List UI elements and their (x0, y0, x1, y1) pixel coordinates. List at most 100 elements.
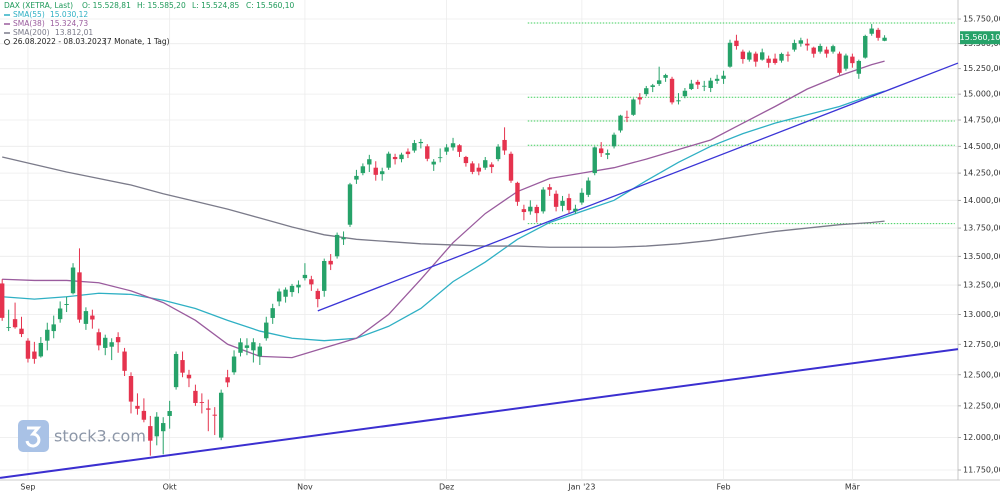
plot: 15.560,10 (0, 22, 1000, 479)
sma-line (2, 60, 885, 359)
candle-body (431, 161, 436, 165)
candle-body (128, 376, 134, 402)
y-tick-label: 13.250,000 (963, 281, 1000, 290)
candle-body (534, 206, 539, 214)
candle-body (6, 327, 11, 328)
price-tag-label: 15.560,10 (960, 33, 1000, 42)
y-tick-label: 15.000,000 (963, 90, 1000, 99)
candle-body (805, 43, 810, 46)
legend-label: SMA(38) (13, 19, 45, 28)
candle-body (12, 319, 18, 328)
x-tick-label: Jan '23 (567, 483, 595, 492)
candle-body (38, 342, 44, 357)
y-tick-label: 12.750,000 (963, 340, 1000, 349)
candle-body (225, 377, 230, 383)
candle-body (392, 156, 398, 160)
candle-body (541, 189, 546, 212)
candle-body (611, 134, 617, 147)
candle-body (334, 234, 340, 257)
x-tick-label: Sep (20, 483, 35, 492)
candle-body (122, 351, 127, 371)
candle-body (495, 146, 501, 160)
candle-body (573, 208, 578, 212)
y-tick-label: 12.000,000 (963, 433, 1000, 442)
candle-body (695, 81, 700, 85)
x-tick-label: Okt (163, 483, 177, 492)
candle-body (96, 332, 102, 346)
candle-body (373, 167, 378, 175)
candle-body (25, 340, 31, 359)
candle-body (785, 54, 791, 56)
candle-body (463, 156, 469, 164)
candle-body (753, 53, 758, 62)
candle-body (141, 410, 147, 420)
candle-body (637, 97, 643, 100)
candle-body (850, 56, 855, 64)
candle-body (167, 411, 172, 416)
candle-body (315, 290, 320, 300)
candle-body (399, 154, 404, 160)
y-tick-label: 14.000,000 (963, 196, 1000, 205)
candle-body (379, 171, 385, 175)
candle-body (702, 85, 707, 87)
candle-body (206, 408, 211, 410)
candle-body (425, 146, 430, 159)
watermark-logo (18, 420, 49, 452)
candle-body (682, 90, 688, 97)
candle-body (309, 279, 314, 285)
y-tick-label: 12.500,000 (963, 370, 1000, 379)
x-tick-label: Nov (297, 483, 313, 492)
candle-body (405, 151, 411, 155)
candle-body (676, 100, 681, 102)
candle-body (347, 184, 353, 225)
candle-body (32, 351, 37, 359)
y-tick-label: 14.250,000 (963, 169, 1000, 178)
candle-body (83, 311, 89, 324)
watermark-text: stock3.com (54, 427, 146, 446)
candle-body (418, 141, 424, 144)
candle-body (772, 58, 778, 63)
candle-body (489, 164, 494, 168)
candle-body (566, 198, 572, 211)
candle-body (19, 328, 24, 335)
candle-body (231, 356, 237, 373)
header: DAX (XETRA, Last) O: 15.528,81 H: 15.585… (4, 1, 295, 46)
candle-body (51, 324, 56, 332)
candle-body (734, 40, 739, 47)
candle-body (218, 392, 224, 438)
candle-body (154, 416, 159, 437)
high-value: H: 15.585,20 (137, 1, 186, 10)
candle-body (328, 260, 333, 265)
open-value: O: 15.528,81 (82, 1, 131, 10)
candle-body (148, 426, 153, 441)
trendline (317, 62, 959, 312)
candle-body (502, 139, 507, 151)
candle-body (264, 322, 269, 339)
sma-line (2, 156, 885, 248)
y-tick-label: 13.500,000 (963, 252, 1000, 261)
candle-body (837, 53, 842, 73)
candle-body (444, 147, 449, 152)
candle-body (193, 390, 198, 403)
candle-body (437, 157, 443, 159)
candle-body (45, 329, 50, 341)
candle-body (721, 75, 726, 79)
candle-body (70, 267, 76, 294)
candle-body (103, 337, 108, 348)
candle-body (618, 115, 623, 131)
candle-body (360, 166, 366, 174)
candle-body (875, 29, 881, 38)
candle-body (276, 291, 282, 302)
candle-body (238, 342, 243, 353)
symbol: DAX (XETRA, Last) (4, 1, 73, 10)
candle-body (779, 53, 784, 61)
candle-body (521, 209, 527, 213)
trendline (0, 348, 959, 479)
candle-body (830, 46, 836, 52)
candle-body (747, 52, 752, 60)
candle-body (186, 374, 192, 379)
candle-body (322, 260, 327, 291)
candle-body (64, 304, 69, 305)
candle-body (811, 47, 816, 54)
